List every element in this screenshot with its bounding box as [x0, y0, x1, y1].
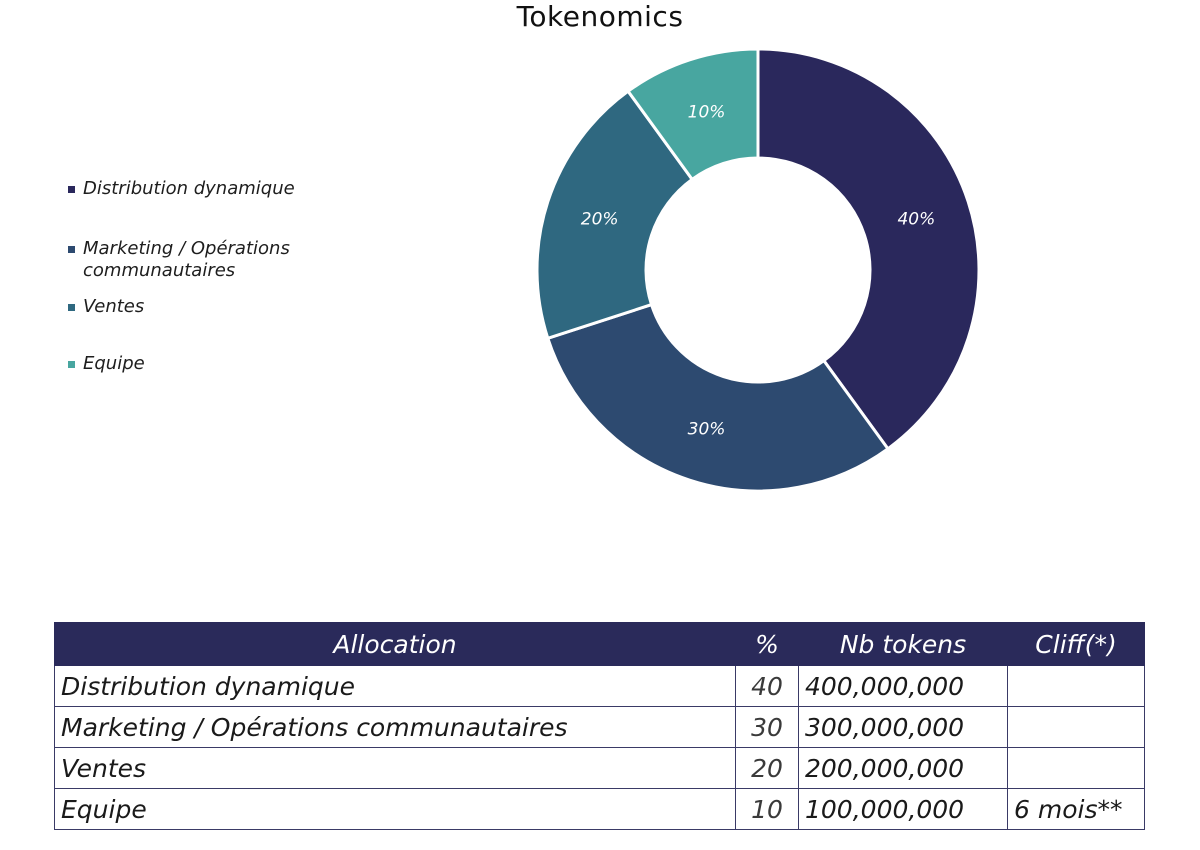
- cell-cliff: [1007, 747, 1145, 789]
- legend-item-marketing: Marketing / Opérations communautaires: [68, 238, 313, 282]
- header-cliff: Cliff(*): [1007, 622, 1145, 666]
- cell-allocation: Distribution dynamique: [54, 665, 736, 707]
- data-label-distribution: 40%: [897, 210, 935, 230]
- cell-allocation: Equipe: [54, 788, 736, 830]
- donut-slice-marketing: [545, 302, 890, 493]
- legend-label: Marketing / Opérations communautaires: [83, 238, 290, 281]
- cell-percent: 30: [735, 706, 799, 748]
- donut-slice-equipe: [626, 47, 760, 182]
- cell-cliff: [1007, 706, 1145, 748]
- donut-slice-ventes: [535, 89, 695, 341]
- cell-tokens: 300,000,000: [798, 706, 1008, 748]
- header-allocation: Allocation: [54, 622, 736, 666]
- cell-tokens: 200,000,000: [798, 747, 1008, 789]
- legend-swatch-icon: [68, 186, 75, 193]
- legend-item-equipe: Equipe: [68, 353, 333, 375]
- donut-chart: 40% 30% 20% 10%: [535, 47, 981, 493]
- cell-percent: 40: [735, 665, 799, 707]
- donut-slice-distribution: [756, 47, 981, 451]
- legend-label: Distribution dynamique: [83, 178, 295, 199]
- data-label-marketing: 30%: [688, 419, 726, 439]
- legend-label: Equipe: [83, 353, 145, 374]
- chart-title: Tokenomics: [516, 0, 684, 33]
- table-header-row: Allocation % Nb tokens Cliff(*): [54, 622, 1145, 666]
- data-label-equipe: 10%: [688, 103, 726, 123]
- cell-percent: 10: [735, 788, 799, 830]
- table-row: Marketing / Opérations communautaires 30…: [54, 706, 1145, 748]
- cell-allocation: Ventes: [54, 747, 736, 789]
- cell-allocation: Marketing / Opérations communautaires: [54, 706, 736, 748]
- cell-cliff: [1007, 665, 1145, 707]
- legend-swatch-icon: [68, 246, 75, 253]
- legend-swatch-icon: [68, 361, 75, 368]
- table-row: Distribution dynamique 40 400,000,000: [54, 665, 1145, 707]
- header-percent: %: [735, 622, 799, 666]
- header-tokens: Nb tokens: [798, 622, 1008, 666]
- legend-label: Ventes: [83, 296, 145, 317]
- cell-cliff: 6 mois**: [1007, 788, 1145, 830]
- allocation-table-wrapper: Allocation % Nb tokens Cliff(*) Distribu…: [54, 622, 1145, 830]
- data-label-ventes: 20%: [581, 210, 619, 230]
- legend-item-ventes: Ventes: [68, 296, 333, 318]
- cell-percent: 20: [735, 747, 799, 789]
- cell-tokens: 400,000,000: [798, 665, 1008, 707]
- cell-tokens: 100,000,000: [798, 788, 1008, 830]
- table-row: Equipe 10 100,000,000 6 mois**: [54, 788, 1145, 830]
- legend-item-distribution: Distribution dynamique: [68, 178, 333, 200]
- legend-swatch-icon: [68, 304, 75, 311]
- allocation-table: Allocation % Nb tokens Cliff(*) Distribu…: [54, 622, 1145, 830]
- table-row: Ventes 20 200,000,000: [54, 747, 1145, 789]
